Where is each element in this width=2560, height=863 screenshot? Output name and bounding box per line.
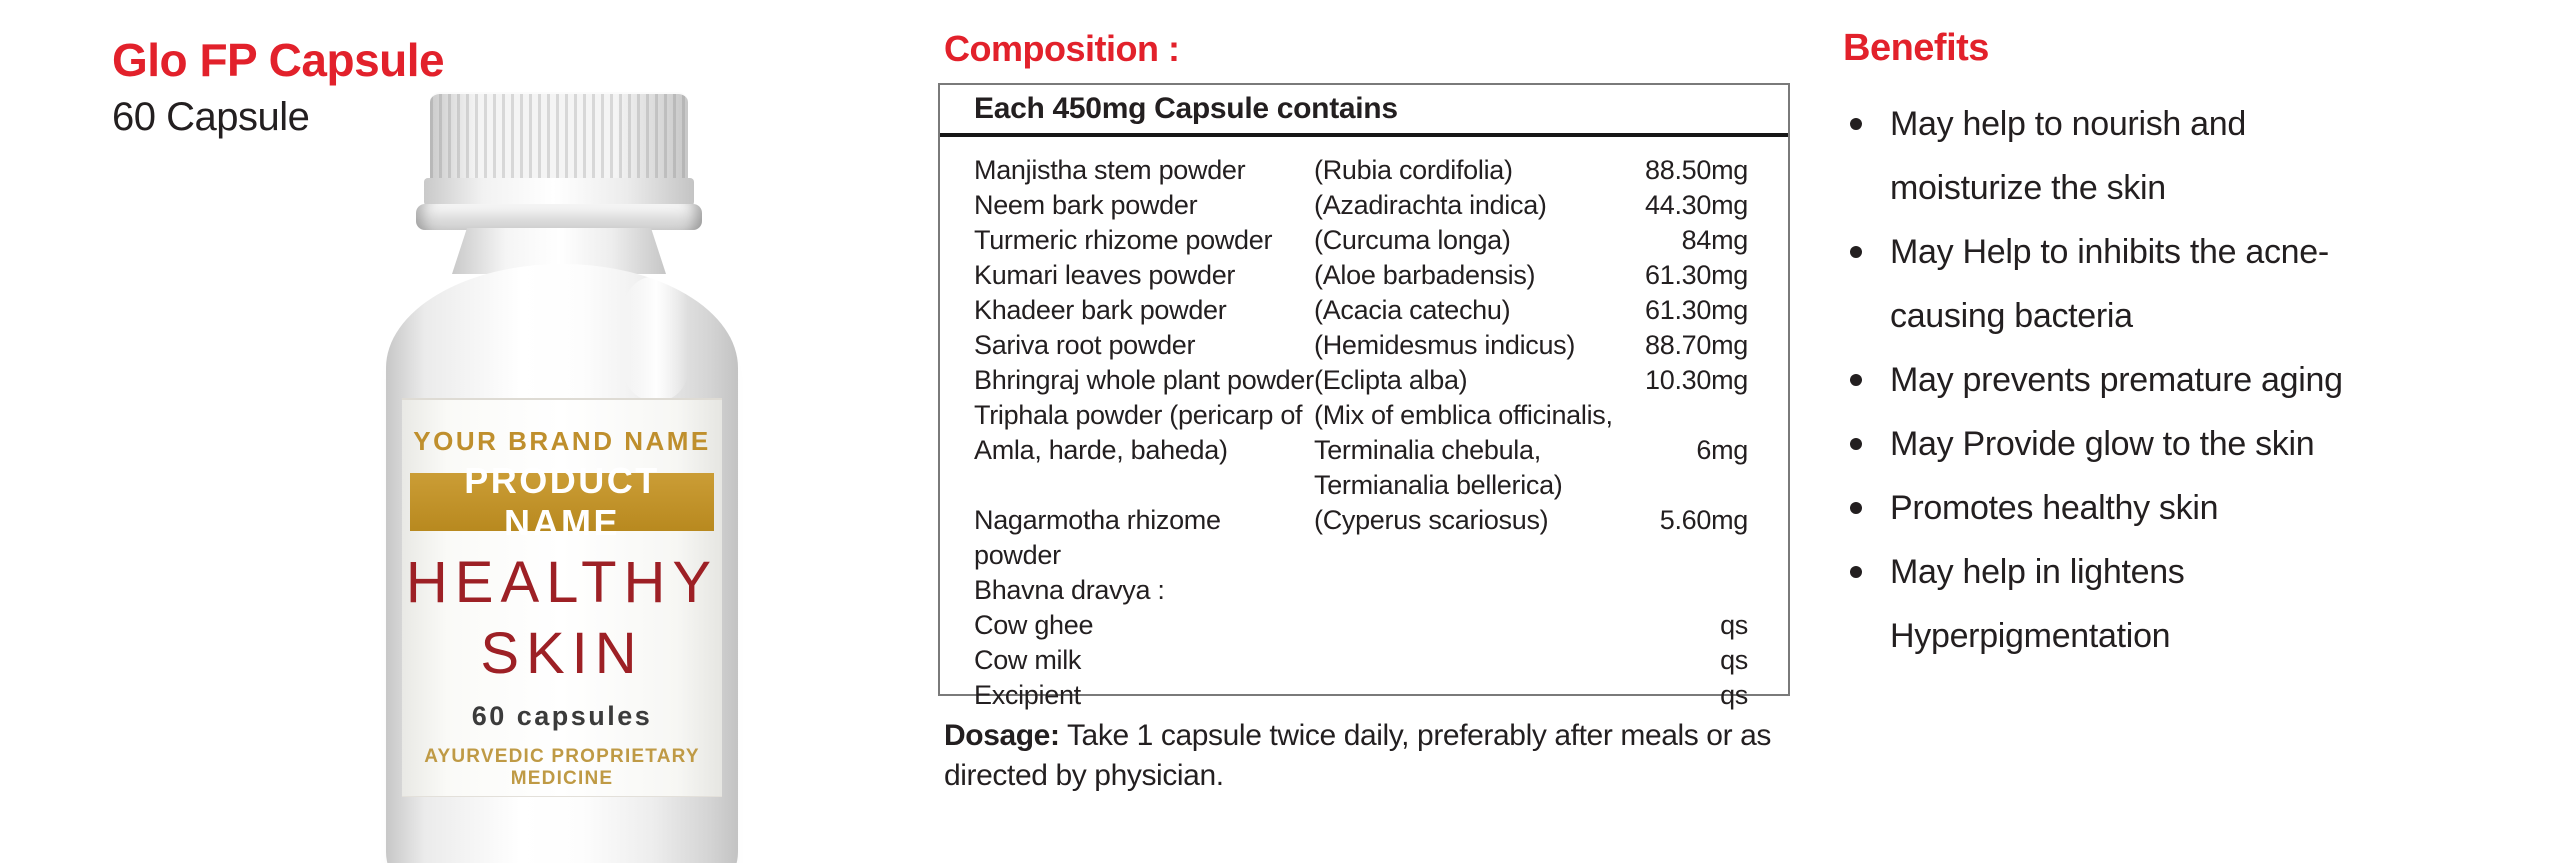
page-title: Glo FP Capsule	[112, 34, 445, 86]
benefit-item: May Help to inhibits the acne-causing ba…	[1843, 220, 2388, 348]
ingredient-latin: (Azadirachta indica)	[1314, 190, 1547, 220]
benefits-list: May help to nourish and moisturize the s…	[1843, 92, 2388, 668]
ingredient-name: Bhavna dravya :	[974, 575, 1165, 605]
ingredient-name: Nagarmotha rhizome powder	[974, 505, 1221, 570]
dosage-text: Dosage: Take 1 capsule twice daily, pref…	[944, 716, 1812, 796]
ingredient-row: Turmeric rhizome powder (Curcuma longa) 84…	[974, 223, 1748, 258]
ingredient-amount: 5.60mg	[1659, 505, 1749, 535]
ingredient-name: Sariva root powder	[974, 330, 1196, 360]
bottle-label-title-line2: SKIN	[480, 621, 644, 686]
bottle-label-title-line1: HEALTHY	[405, 550, 719, 615]
ingredient-row: Bhringraj whole plant powder (Eclipta alb…	[974, 363, 1748, 398]
ingredient-latin: (Rubia cordifolia)	[1314, 155, 1513, 185]
ingredient-name: Khadeer bark powder	[974, 295, 1227, 325]
ingredient-latin: (Cyperus scariosus)	[1314, 505, 1549, 535]
benefit-text: May Provide glow to the skin	[1890, 425, 2315, 463]
ingredient-latin: (Acacia catechu)	[1314, 295, 1511, 325]
ingredient-amount: qs	[1720, 610, 1748, 640]
bullet-dot	[1850, 502, 1862, 514]
ingredient-name: Triphala powder (pericarp of Amla, harde…	[974, 400, 1303, 465]
ingredient-row: Cow milk qs	[974, 643, 1748, 678]
benefits-section: Benefits May help to nourish and moistur…	[1843, 26, 2403, 668]
ingredient-name: Turmeric rhizome powder	[974, 225, 1273, 255]
bullet-dot	[1850, 118, 1862, 130]
benefit-text: May Help to inhibits the acne-causing ba…	[1890, 233, 2329, 335]
ingredient-amount: 44.30mg	[1645, 190, 1748, 220]
bottle-cap-base	[424, 178, 694, 206]
ingredient-row: Kumari leaves powder (Aloe barbadensis) 61…	[974, 258, 1748, 293]
bottle-tagline: AYURVEDIC PROPRIETARY MEDICINE	[424, 746, 700, 789]
ingredient-amount: qs	[1720, 645, 1748, 675]
ingredient-row: Bhavna dravya :	[974, 573, 1748, 608]
ingredient-amount: 10.30mg	[1645, 365, 1748, 395]
bullet-dot	[1850, 246, 1862, 258]
ingredient-name: Cow milk	[974, 645, 1082, 675]
ingredient-amount: 84mg	[1681, 225, 1749, 255]
ingredient-amount	[1644, 573, 1748, 608]
bullet-dot	[1850, 374, 1862, 386]
ingredient-name: Excipient	[974, 680, 1081, 710]
ingredient-name: Neem bark powder	[974, 190, 1198, 220]
composition-table-body: Manjistha stem powder (Rubia cordifolia) 8…	[940, 137, 1788, 713]
ingredient-row: Manjistha stem powder (Rubia cordifolia) 8…	[974, 153, 1748, 188]
ingredient-amount: 61.30mg	[1645, 295, 1748, 325]
ingredient-amount: 6mg	[1696, 435, 1748, 465]
composition-heading: Composition :	[944, 28, 1180, 69]
bullet-dot	[1850, 438, 1862, 450]
product-subtitle: 60 Capsule	[112, 95, 310, 139]
ingredient-latin	[1314, 678, 1644, 713]
composition-table-header: Each 450mg Capsule contains	[940, 85, 1788, 137]
bottle-body: YOUR BRAND NAME PRODUCT NAME HEALTHY SKI…	[386, 264, 738, 863]
product-header: Glo FP Capsule 60 Capsule	[112, 34, 445, 140]
product-bottle-image: YOUR BRAND NAME PRODUCT NAME HEALTHY SKI…	[368, 88, 752, 863]
benefits-heading: Benefits	[1843, 27, 1989, 69]
bottle-highlight	[624, 276, 688, 402]
bottle-product-name: PRODUCT NAME	[464, 460, 660, 543]
ingredient-row: Nagarmotha rhizome powder (Cyperus scario…	[974, 503, 1748, 573]
ingredient-name: Manjistha stem powder	[974, 155, 1246, 185]
bottle-cap-lip	[416, 204, 702, 230]
ingredient-name: Kumari leaves powder	[974, 260, 1236, 290]
ingredient-latin	[1314, 608, 1644, 643]
bullet-dot	[1850, 566, 1862, 578]
dosage-body: Take 1 capsule twice daily, preferably a…	[944, 719, 1772, 792]
benefit-item: May Provide glow to the skin	[1843, 412, 2388, 476]
benefit-text: Promotes healthy skin	[1890, 489, 2219, 527]
dosage-label: Dosage:	[944, 719, 1060, 752]
ingredient-latin: (Aloe barbadensis)	[1314, 260, 1536, 290]
ingredient-latin: (Curcuma longa)	[1314, 225, 1511, 255]
composition-table: Each 450mg Capsule contains Manjistha st…	[938, 83, 1790, 710]
ingredient-amount: 88.50mg	[1645, 155, 1748, 185]
benefit-text: May help in lightens Hyperpigmentation	[1890, 553, 2185, 655]
benefit-text: May help to nourish and moisturize the s…	[1890, 105, 2246, 207]
bottle-product-name-band: PRODUCT NAME	[410, 460, 714, 543]
ingredient-amount: 61.30mg	[1645, 260, 1748, 290]
ingredient-latin: (Hemidesmus indicus)	[1314, 330, 1576, 360]
ingredient-row: Triphala powder (pericarp of Amla, harde…	[974, 398, 1748, 503]
benefit-text: May prevents premature aging	[1890, 361, 2343, 399]
ingredient-row: Excipient qs	[974, 678, 1748, 713]
benefit-item: May help to nourish and moisturize the s…	[1843, 92, 2388, 220]
ingredient-name: Bhringraj whole plant powder	[974, 365, 1314, 395]
ingredient-row: Khadeer bark powder (Acacia catechu) 61.30…	[974, 293, 1748, 328]
ingredient-name: Cow ghee	[974, 610, 1094, 640]
ingredient-latin: (Eclipta alba)	[1314, 365, 1468, 395]
bottle-capsule-count: 60 capsules	[471, 701, 653, 731]
ingredient-row: Sariva root powder (Hemidesmus indicus) 88…	[974, 328, 1748, 363]
benefit-item: May help in lightens Hyperpigmentation	[1843, 540, 2388, 668]
ingredient-latin	[1314, 573, 1644, 608]
bottle-cap	[430, 92, 688, 182]
bottle-brand-name: YOUR BRAND NAME	[413, 426, 711, 456]
bottle-label-title: HEALTHY SKIN	[406, 547, 718, 689]
benefit-item: Promotes healthy skin	[1843, 476, 2388, 540]
bottle-label: YOUR BRAND NAME PRODUCT NAME HEALTHY SKI…	[402, 398, 722, 797]
ingredient-row: Cow ghee qs	[974, 608, 1748, 643]
ingredient-latin: (Mix of emblica officinalis, Terminalia …	[1314, 400, 1613, 500]
ingredient-row: Neem bark powder (Azadirachta indica) 44.3…	[974, 188, 1748, 223]
benefit-item: May prevents premature aging	[1843, 348, 2388, 412]
ingredient-amount: 88.70mg	[1645, 330, 1748, 360]
ingredient-latin	[1314, 643, 1644, 678]
ingredient-amount: qs	[1720, 680, 1748, 710]
